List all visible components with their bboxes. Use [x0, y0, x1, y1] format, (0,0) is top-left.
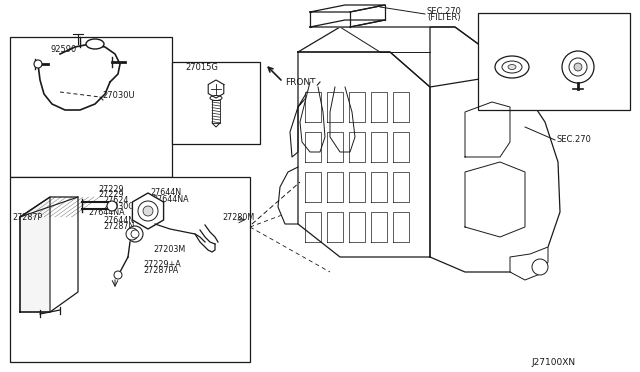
Text: 27644N: 27644N [150, 188, 181, 197]
Text: SEC.270: SEC.270 [427, 7, 462, 16]
Text: 27287P: 27287P [12, 213, 42, 222]
Text: 27015G: 27015G [185, 63, 218, 72]
Circle shape [34, 60, 42, 68]
Ellipse shape [508, 64, 516, 70]
Text: 27229+A: 27229+A [143, 260, 180, 269]
Circle shape [574, 63, 582, 71]
Text: 27203M: 27203M [153, 245, 185, 254]
Circle shape [131, 230, 139, 238]
Polygon shape [298, 27, 492, 87]
Circle shape [126, 228, 138, 240]
Circle shape [143, 206, 153, 216]
Polygon shape [330, 87, 355, 152]
Circle shape [127, 226, 143, 242]
Text: J27100XN: J27100XN [532, 358, 576, 367]
Bar [10, 177, 250, 362]
Text: 27644N: 27644N [103, 216, 134, 225]
Bar [478, 13, 630, 110]
Circle shape [532, 259, 548, 275]
Polygon shape [212, 100, 220, 123]
Text: 27229: 27229 [98, 190, 124, 199]
Text: 27030G: 27030G [103, 202, 134, 211]
Bar [172, 62, 260, 144]
Circle shape [569, 58, 587, 76]
Ellipse shape [495, 56, 529, 78]
Text: 27229: 27229 [98, 185, 124, 194]
Text: 27810EA: 27810EA [560, 93, 596, 102]
Polygon shape [298, 52, 430, 257]
Text: SEC.270: SEC.270 [557, 135, 592, 144]
Circle shape [114, 271, 122, 279]
Text: 27624: 27624 [103, 196, 129, 205]
Polygon shape [310, 20, 385, 27]
Circle shape [107, 201, 117, 211]
Ellipse shape [502, 61, 522, 73]
Text: 27644NA: 27644NA [88, 208, 125, 217]
Polygon shape [278, 167, 298, 224]
Polygon shape [510, 247, 548, 280]
Circle shape [562, 51, 594, 83]
Polygon shape [300, 82, 325, 152]
Polygon shape [490, 70, 548, 104]
Circle shape [138, 201, 158, 221]
Text: 27810E: 27810E [493, 93, 524, 102]
Polygon shape [310, 5, 385, 12]
Text: 27287N: 27287N [103, 222, 134, 231]
Text: FRONT: FRONT [285, 78, 316, 87]
Text: 27287PA: 27287PA [143, 266, 179, 275]
Polygon shape [132, 193, 164, 229]
Polygon shape [430, 27, 560, 272]
Text: 92590: 92590 [50, 45, 76, 54]
Text: 27030U: 27030U [102, 91, 134, 100]
Bar [10, 37, 172, 177]
Polygon shape [465, 162, 525, 237]
Polygon shape [20, 197, 78, 312]
Polygon shape [465, 102, 510, 157]
Text: 27644NA: 27644NA [152, 195, 189, 204]
Polygon shape [208, 80, 224, 98]
Ellipse shape [210, 96, 222, 100]
Text: 27280M: 27280M [222, 213, 254, 222]
Ellipse shape [86, 39, 104, 49]
Polygon shape [20, 197, 50, 312]
Text: (FILTER): (FILTER) [427, 13, 461, 22]
